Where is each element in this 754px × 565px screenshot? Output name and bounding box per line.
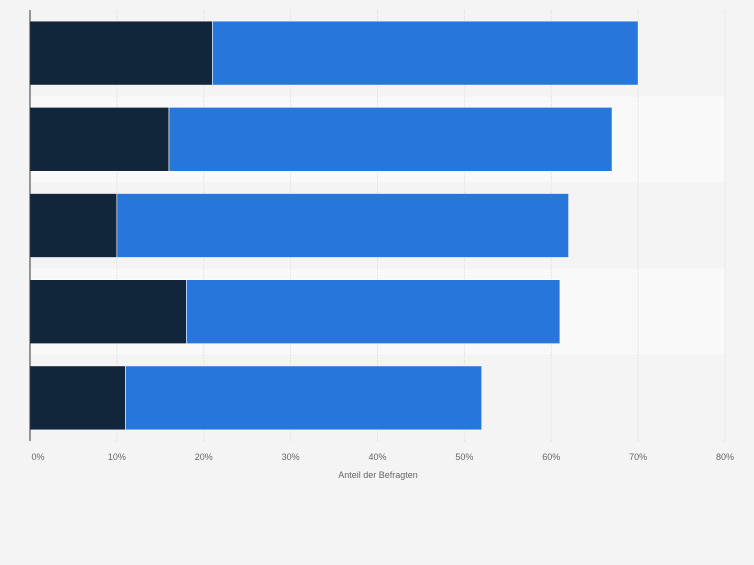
x-axis-label: Anteil der Befragten — [338, 470, 418, 480]
bar-segment-series-1[interactable] — [29, 193, 118, 258]
x-tick-label: 60% — [542, 452, 560, 462]
bar-segment-series-2[interactable] — [125, 365, 483, 431]
x-tick-label: 40% — [368, 452, 386, 462]
bar-segment-series-2[interactable] — [116, 193, 569, 258]
x-tick-label: 80% — [716, 452, 734, 462]
bar-segment-series-1[interactable] — [29, 107, 170, 172]
bar-segment-series-2[interactable] — [186, 279, 561, 345]
x-tick-label: 10% — [108, 452, 126, 462]
bar-segment-series-1[interactable] — [29, 279, 187, 345]
bar-segment-series-1[interactable] — [29, 365, 126, 431]
x-tick-label: 50% — [455, 452, 473, 462]
bar-segment-series-1[interactable] — [29, 20, 213, 86]
x-tick-label: 0% — [31, 452, 44, 462]
x-axis-ticks: 0% 10% 20% 30% 40% 50% 60% 70% 80% — [31, 452, 734, 462]
x-tick-label: 70% — [629, 452, 647, 462]
x-tick-label: 20% — [195, 452, 213, 462]
bars — [29, 20, 639, 431]
bar-segment-series-2[interactable] — [168, 107, 613, 172]
bar-segment-series-2[interactable] — [212, 20, 639, 86]
x-tick-label: 30% — [282, 452, 300, 462]
